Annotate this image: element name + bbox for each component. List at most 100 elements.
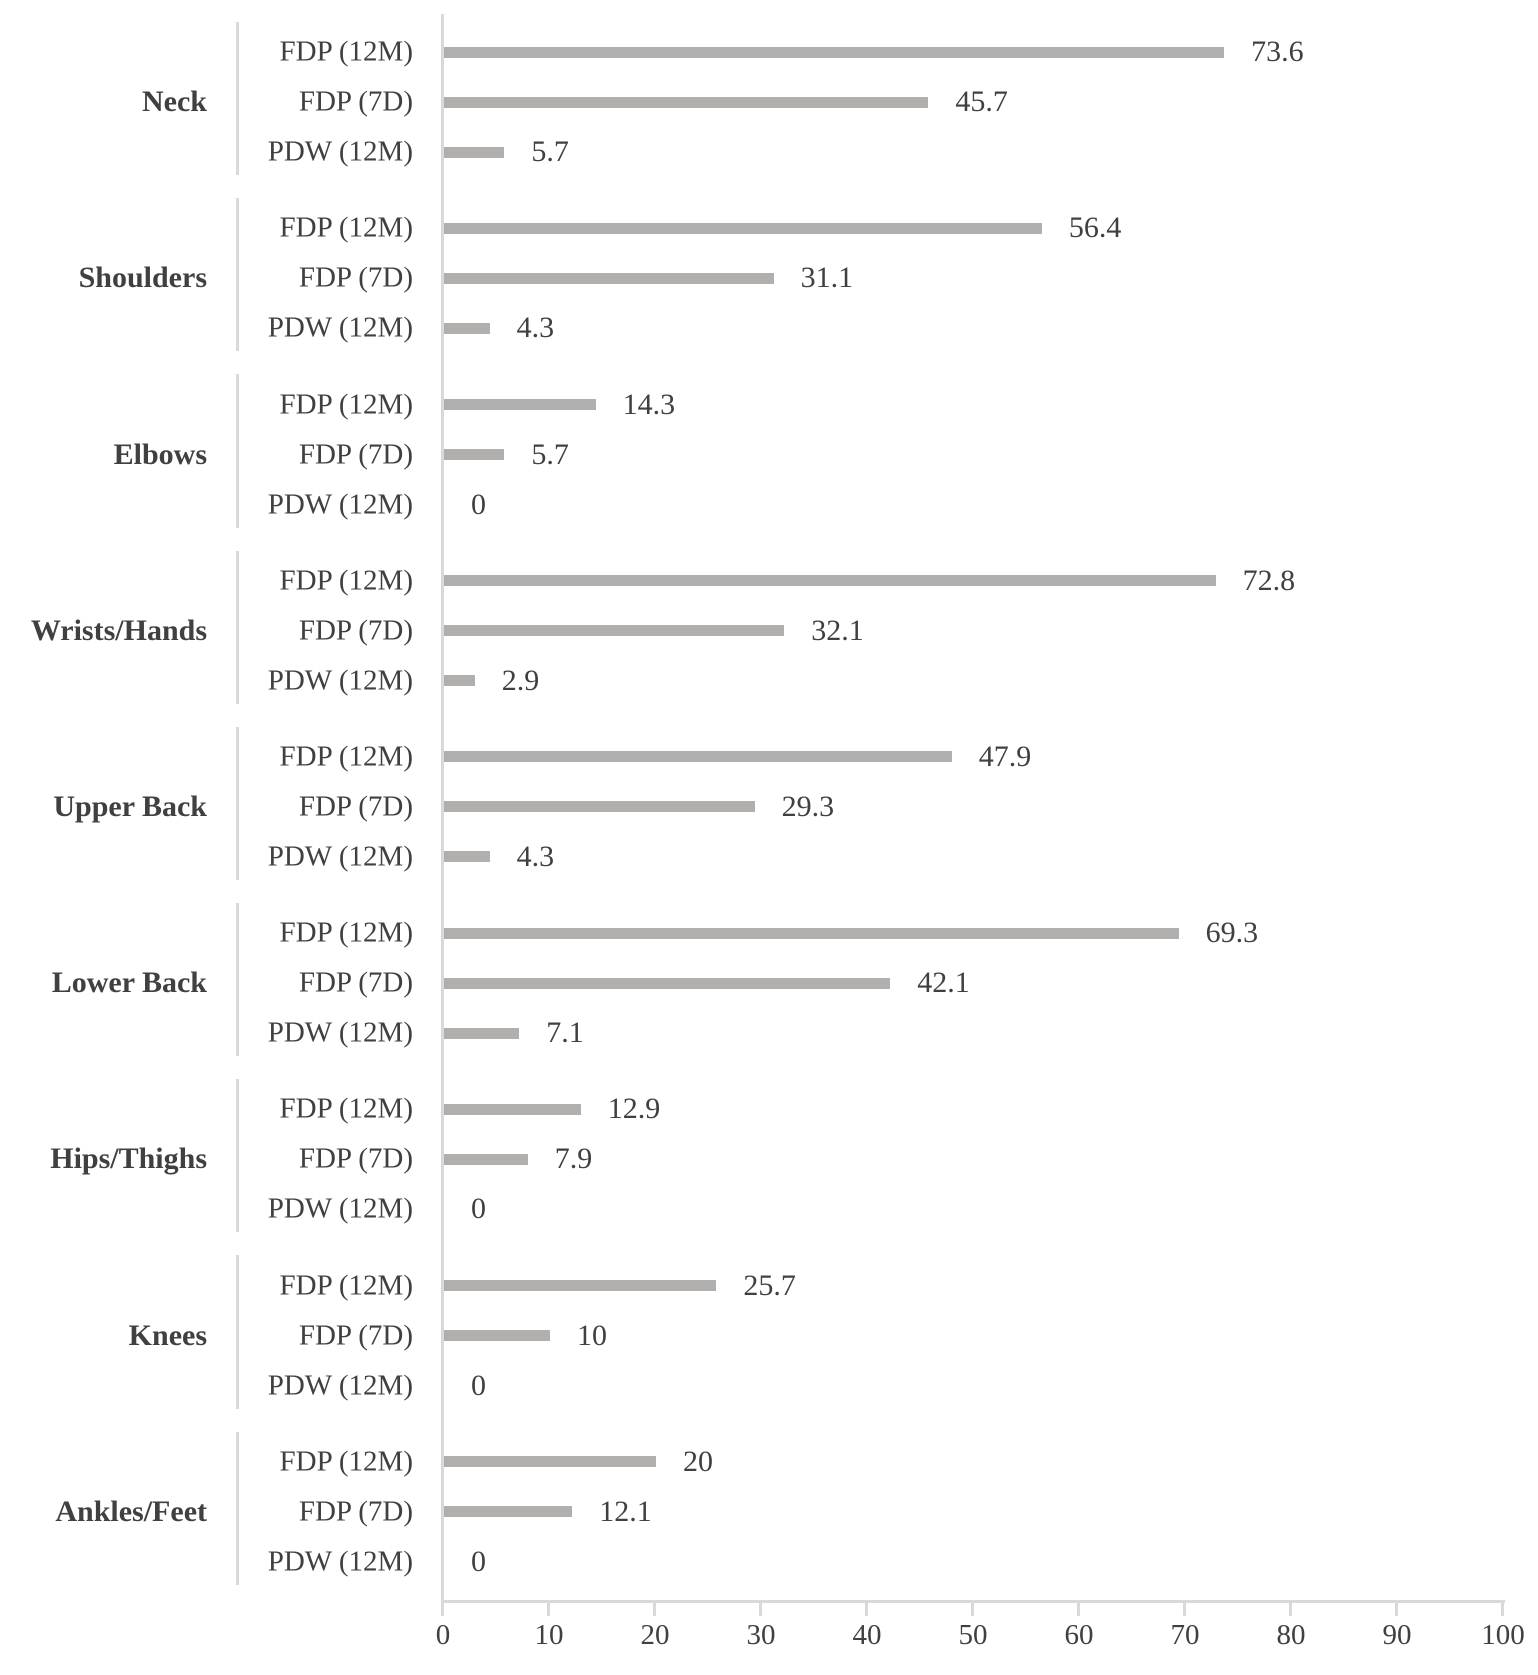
category-divider-line: [236, 1255, 239, 1409]
value-label: 56.4: [1068, 211, 1122, 245]
category-label: Hips/Thighs: [50, 1142, 207, 1176]
series-label: FDP (7D): [298, 1495, 413, 1528]
bar: [444, 675, 475, 687]
series-label: FDP (12M): [279, 388, 413, 420]
category-label: Elbows: [113, 437, 207, 471]
series-label: PDW (12M): [267, 311, 413, 344]
bar: [444, 399, 596, 410]
x-axis-tick-label: 10: [534, 1619, 564, 1651]
value-label: 0: [471, 1192, 486, 1226]
bar: [444, 1153, 528, 1165]
value-label: 73.6: [1251, 35, 1304, 69]
series-label: FDP (12M): [279, 1092, 413, 1125]
x-axis-tick: [547, 1600, 550, 1616]
bar: [444, 1280, 717, 1291]
x-axis-tick: [441, 1600, 444, 1616]
value-label: 12.9: [607, 1092, 661, 1126]
value-label: 4.3: [516, 311, 555, 345]
series-label: PDW (12M): [267, 1192, 413, 1225]
bar: [444, 977, 891, 989]
category-label: Shoulders: [78, 261, 207, 295]
value-label: 5.7: [531, 437, 569, 471]
bar: [444, 801, 755, 813]
series-label: FDP (7D): [298, 614, 413, 647]
series-label: FDP (7D): [298, 438, 413, 470]
series-label: FDP (12M): [279, 740, 413, 773]
series-label: FDP (12M): [279, 35, 413, 68]
category-label: Neck: [142, 85, 207, 119]
category-label: Upper Back: [53, 789, 207, 823]
value-label: 69.3: [1205, 916, 1259, 950]
bar: [444, 851, 490, 863]
series-label: FDP (7D): [298, 1319, 413, 1351]
value-label: 5.7: [531, 135, 569, 169]
bar: [444, 322, 490, 334]
bar: [444, 1027, 520, 1039]
bar: [444, 272, 774, 284]
value-label: 72.8: [1242, 563, 1296, 597]
value-label: 42.1: [917, 966, 970, 1000]
bar: [444, 222, 1042, 234]
x-axis-tick: [1289, 1600, 1292, 1616]
bar: [444, 927, 1179, 939]
value-label: 31.1: [800, 261, 854, 295]
category-label: Wrists/Hands: [30, 613, 207, 647]
x-axis-tick-label: 80: [1276, 1619, 1306, 1651]
series-label: PDW (12M): [267, 840, 413, 873]
category-label: Lower Back: [51, 966, 207, 1000]
series-label: PDW (12M): [267, 488, 413, 520]
value-label: 25.7: [743, 1268, 796, 1302]
x-axis-tick-label: 90: [1382, 1619, 1412, 1651]
category-label: Knees: [128, 1318, 207, 1352]
value-label: 20: [683, 1444, 713, 1478]
value-label: 0: [471, 487, 486, 521]
bar: [444, 751, 952, 763]
bar: [444, 146, 505, 158]
y-axis-line: [441, 14, 444, 1600]
value-label: 7.9: [554, 1142, 593, 1176]
series-label: PDW (12M): [267, 1545, 413, 1578]
series-label: FDP (12M): [279, 211, 413, 244]
category-divider-line: [236, 903, 239, 1057]
value-label: 4.3: [516, 839, 555, 873]
series-label: FDP (7D): [298, 261, 413, 294]
series-label: PDW (12M): [267, 135, 413, 168]
x-axis-tick: [865, 1600, 868, 1616]
category-divider-line: [236, 1079, 239, 1233]
x-axis-tick-label: 30: [746, 1619, 776, 1651]
value-label: 7.1: [546, 1016, 584, 1050]
x-axis-tick: [971, 1600, 974, 1616]
x-axis-tick: [1501, 1600, 1504, 1616]
value-label: 45.7: [955, 85, 1008, 119]
value-label: 10: [577, 1318, 607, 1352]
bar: [444, 625, 785, 637]
series-label: PDW (12M): [267, 1369, 413, 1401]
category-divider-line: [236, 1431, 239, 1585]
value-label: 0: [471, 1544, 486, 1578]
x-axis-tick: [1077, 1600, 1080, 1616]
value-label: 12.1: [599, 1494, 652, 1528]
x-axis-tick-label: 70: [1170, 1619, 1200, 1651]
x-axis-tick-label: 50: [958, 1619, 988, 1651]
category-divider-line: [236, 550, 239, 704]
bar: [444, 46, 1225, 58]
bar: [444, 1456, 656, 1468]
value-label: 47.9: [978, 739, 1032, 773]
value-label: 2.9: [501, 663, 540, 697]
series-label: FDP (12M): [279, 564, 413, 597]
x-axis-tick: [759, 1600, 762, 1616]
category-divider-line: [236, 198, 239, 352]
bar: [444, 575, 1216, 587]
series-label: FDP (7D): [298, 790, 413, 823]
value-label: 32.1: [811, 613, 864, 647]
category-divider-line: [236, 22, 239, 176]
x-axis-tick: [1395, 1600, 1398, 1616]
series-label: FDP (7D): [298, 966, 413, 999]
x-axis-tick-label: 20: [640, 1619, 670, 1651]
x-axis-tick: [1183, 1600, 1186, 1616]
series-label: PDW (12M): [267, 1016, 413, 1049]
x-axis-tick-label: 40: [852, 1619, 882, 1651]
x-axis-tick-label: 0: [435, 1619, 451, 1651]
series-label: PDW (12M): [267, 664, 413, 697]
